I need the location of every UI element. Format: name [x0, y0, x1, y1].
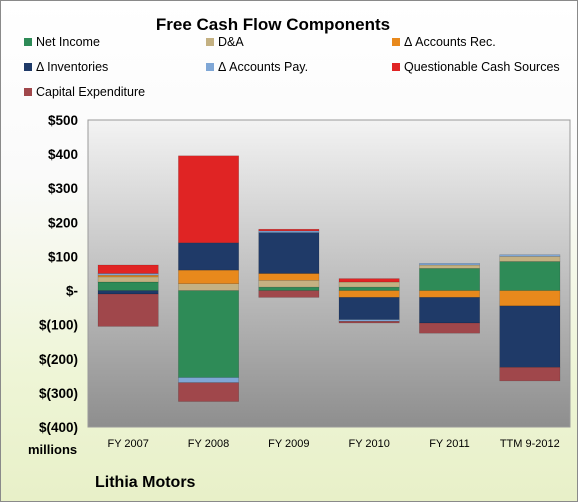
bar-segment	[97, 274, 159, 278]
bar-segment	[97, 290, 159, 295]
plot-area	[87, 119, 571, 428]
bar-segment	[499, 256, 561, 262]
bar-segment	[97, 293, 159, 327]
bar-segment	[97, 273, 159, 276]
bar-segment	[258, 280, 320, 288]
bar-segment	[499, 254, 561, 257]
y-tick-label: $-	[66, 284, 78, 299]
legend-swatch	[392, 63, 400, 71]
bar-segment	[258, 230, 320, 233]
bar-segment	[499, 305, 561, 368]
bar-segment	[419, 290, 480, 298]
y-tick-label: $100	[48, 249, 78, 264]
bar-segment	[178, 242, 239, 271]
x-tick-label: TTM 9-2012	[500, 438, 560, 450]
y-tick-label: $200	[48, 215, 78, 230]
bar-segment	[338, 281, 400, 288]
bar-segment	[419, 263, 480, 266]
bar-segment	[178, 377, 239, 383]
bar-segment	[97, 281, 159, 291]
bar-segment	[178, 283, 239, 291]
legend-swatch	[24, 88, 32, 96]
bar-segment	[338, 319, 400, 322]
x-tick-label: FY 2007	[108, 438, 149, 450]
y-axis: $500 $400 $300 $200 $100 $- $(100) $(200) $(300)…	[39, 113, 78, 435]
y-tick-label: $(400)	[39, 420, 78, 435]
bar-segment	[258, 286, 320, 291]
y-tick-label: $300	[48, 181, 78, 196]
units-label: millions	[28, 442, 77, 457]
legend-label: Questionable Cash Sources	[404, 60, 560, 74]
bar-segment	[338, 290, 400, 298]
legend-label: Capital Expenditure	[36, 85, 145, 99]
bar-segment	[178, 269, 239, 284]
y-tick-label: $(100)	[39, 318, 78, 333]
y-tick-label: $(300)	[39, 386, 78, 401]
y-tick-label: $500	[48, 113, 78, 128]
y-tick-label: $(200)	[39, 352, 78, 367]
legend-label: Δ Accounts Rec.	[404, 35, 496, 49]
bars-layer	[97, 155, 561, 402]
x-tick-label: FY 2009	[268, 438, 309, 450]
x-tick-label: FY 2011	[429, 438, 470, 450]
legend-label: Net Income	[36, 35, 100, 49]
legend-label: D&A	[218, 35, 244, 49]
chart-title: Free Cash Flow Components	[156, 15, 390, 34]
bar-segment	[338, 321, 400, 324]
legend-swatch	[24, 63, 32, 71]
bar-segment	[419, 268, 480, 291]
x-tick-label: FY 2010	[349, 438, 390, 450]
x-axis: FY 2007 FY 2008 FY 2009 FY 2010 FY 2011 TTM 9…	[108, 438, 560, 450]
bar-segment	[178, 382, 239, 402]
bar-segment	[338, 297, 400, 320]
bar-segment	[178, 290, 239, 378]
bar-segment	[258, 228, 320, 232]
bar-segment	[419, 297, 480, 324]
legend-label: Δ Accounts Pay.	[218, 60, 308, 74]
bar-segment	[419, 322, 480, 334]
bar-segment	[499, 290, 561, 307]
bar-segment	[338, 286, 400, 291]
legend-label: Δ Inventories	[36, 60, 108, 74]
bar-segment	[97, 264, 159, 274]
y-tick-label: $400	[48, 147, 78, 162]
bar-segment	[258, 232, 320, 274]
legend-swatch	[24, 38, 32, 46]
legend-swatch	[206, 63, 214, 71]
bar-segment	[499, 367, 561, 382]
bar-segment	[97, 276, 159, 283]
bar-segment	[338, 278, 400, 283]
bar-segment	[178, 155, 239, 244]
bar-segment	[499, 261, 561, 291]
legend-swatch	[392, 38, 400, 46]
bar-segment	[258, 290, 320, 298]
bar-segment	[419, 264, 480, 269]
legend-swatch	[206, 38, 214, 46]
x-tick-label: FY 2008	[188, 438, 229, 450]
company-name: Lithia Motors	[95, 474, 196, 491]
bar-segment	[258, 273, 320, 281]
legend: Net Income D&A Δ Accounts Rec. Δ Inventorie…	[24, 35, 560, 99]
